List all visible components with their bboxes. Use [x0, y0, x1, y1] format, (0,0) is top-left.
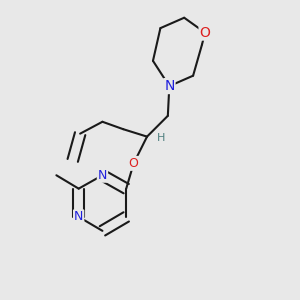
Text: N: N	[74, 210, 83, 224]
Text: N: N	[98, 169, 107, 182]
Text: H: H	[157, 133, 165, 143]
Text: N: N	[164, 79, 175, 93]
Text: O: O	[200, 26, 210, 40]
Text: O: O	[129, 157, 139, 170]
